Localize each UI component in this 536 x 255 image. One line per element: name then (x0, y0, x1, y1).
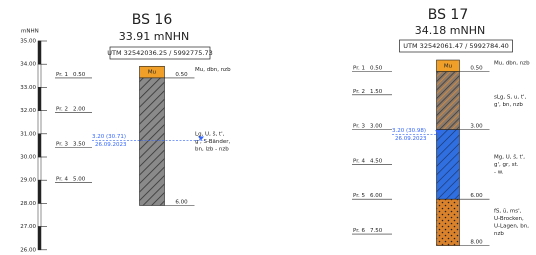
sample-label: Pr. 2 (353, 89, 365, 95)
borehole-elevation: 34.18 mNHN (415, 24, 485, 37)
layer-description: fS, ū, ms', (494, 209, 522, 215)
layer-description: Mu, dbn, nzb (494, 61, 530, 67)
axis-segment (38, 64, 41, 87)
axis-tick-label: 26.00 (20, 247, 36, 253)
soil-layer (140, 78, 165, 206)
layer-description: g', S-Bänder, (195, 139, 231, 145)
sample-depth: 4.50 (370, 158, 383, 164)
utm-label: UTM 32542036.25 / 5992775.73 (107, 49, 212, 57)
layer-depth: 8.00 (470, 240, 483, 246)
axis-segment (38, 180, 41, 203)
sample-label: Pr. 2 (56, 107, 68, 113)
axis-segment (38, 111, 41, 134)
sample-depth: 5.00 (73, 176, 86, 182)
water-level: 3.20 (30.71) (92, 134, 126, 140)
layer-description: sLg, S, u, t', (494, 94, 527, 100)
borehole-diagram: mNHN 35.00 34.00 33.00 32.00 31.00 30.00 29.00… (0, 0, 536, 255)
sample-label: Pr. 6 (353, 228, 365, 234)
layer-description: U-Brocken, (494, 216, 524, 222)
soil-layer (437, 130, 460, 200)
water-date: 26.09.2023 (395, 136, 427, 142)
axis-tick-label: 28.00 (20, 201, 36, 207)
sample-depth: 0.50 (73, 72, 86, 78)
layer-depth: 0.50 (175, 72, 188, 78)
axis-segment (38, 227, 41, 250)
sample-depth: 0.50 (370, 66, 383, 72)
layer-description: nzb (494, 231, 504, 237)
layer-depth: 6.00 (470, 193, 483, 199)
borehole-title: BS 16 (132, 12, 173, 28)
sample-label: Pr. 3 (353, 124, 365, 130)
axis-segment (38, 157, 41, 180)
layer-description: bn, lzb - nzb (195, 147, 229, 153)
soil-layer (437, 72, 460, 130)
layer-description: Mg, U, s̄, t', (494, 154, 525, 160)
sample-label: Pr. 1 (353, 66, 365, 72)
sample-depth: 3.00 (370, 124, 383, 130)
axis-segment (38, 41, 41, 64)
water-date: 26.09.2023 (95, 142, 127, 148)
sample-label: Pr. 1 (56, 72, 68, 78)
soil-layer (437, 199, 460, 245)
sample-depth: 3.50 (73, 141, 86, 147)
layer-depth: 6.00 (175, 199, 188, 205)
axis-tick-label: 30.00 (20, 155, 36, 161)
water-level: 3.20 (30.98) (392, 128, 426, 134)
axis-segment (38, 134, 41, 157)
axis-tick-label: 33.00 (20, 85, 36, 91)
sample-label: Pr. 4 (353, 158, 365, 164)
layer-description: Mu, dbn, nzb (195, 67, 231, 73)
axis-segment (38, 87, 41, 110)
layer-description: - w. (494, 169, 504, 175)
utm-label: UTM 32542061.47 / 5992784.40 (403, 42, 508, 50)
sample-label: Pr. 4 (56, 176, 68, 182)
sample-label: Pr. 3 (56, 141, 68, 147)
layer-description: U-Lagen, bn, (494, 224, 529, 230)
borehole-elevation: 33.91 mNHN (119, 30, 189, 43)
sample-depth: 1.50 (370, 89, 383, 95)
sample-depth: 2.00 (73, 107, 86, 113)
axis-tick-label: 35.00 (20, 39, 36, 45)
axis-tick-label: 27.00 (20, 224, 36, 230)
sample-label: Pr. 5 (353, 193, 365, 199)
axis-tick-label: 34.00 (20, 62, 36, 68)
layer-depth: 3.00 (470, 124, 483, 130)
axis-tick-label: 29.00 (20, 178, 36, 184)
axis-tick-label: 31.00 (20, 131, 36, 137)
layer-code: Mu (148, 70, 156, 76)
sample-depth: 7.50 (370, 228, 383, 234)
layer-depth: 0.50 (470, 66, 483, 72)
borehole-title: BS 17 (428, 7, 469, 23)
axis-tick-label: 32.00 (20, 108, 36, 114)
layer-description: g', gr, st. (494, 162, 519, 168)
layer-code: Mu (444, 63, 452, 69)
layer-description: g', bn, nzb (494, 102, 523, 108)
axis-segment (38, 203, 41, 226)
sample-depth: 6.00 (370, 193, 383, 199)
axis-unit: mNHN (21, 29, 39, 35)
